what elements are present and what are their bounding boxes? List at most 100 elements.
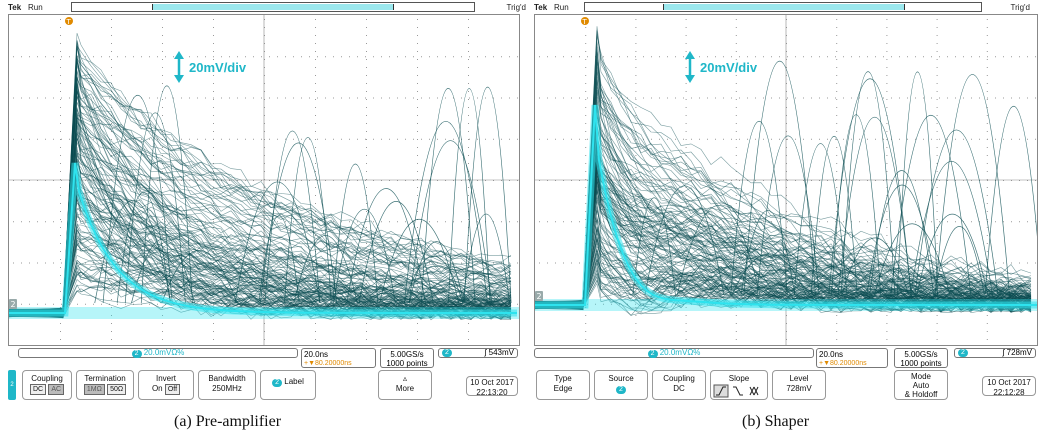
scope-panel-preamplifier: Tek Run Trig'd 2 T 20mV/div 2 20.0mVΩ% 20.…	[8, 0, 526, 437]
trigger-level-button[interactable]: Level 728mV	[772, 370, 826, 400]
trigger-source-button[interactable]: Source 2	[594, 370, 648, 400]
rising-edge-icon: ʃ	[484, 348, 487, 357]
termination-1m-option[interactable]: 1MΩ	[83, 384, 105, 395]
channel-2-ground-marker[interactable]: 2	[535, 291, 543, 301]
label-button-text: Label	[284, 377, 304, 386]
record-view-window[interactable]	[663, 4, 905, 10]
coupling-dc-option[interactable]: DC	[29, 384, 47, 395]
bandwidth-button[interactable]: Bandwidth 250MHz	[198, 370, 256, 400]
trigger-source-badge: 2	[958, 349, 968, 357]
sample-rate-value: 5.00GS/s	[904, 350, 938, 359]
status-bar: 2 20.0mVΩ% 20.0ns +▼80.20000ns 5.00GS/s …	[8, 346, 526, 368]
trigger-status: Trig'd	[1010, 3, 1030, 12]
termination-button[interactable]: Termination 1MΩ 50Ω	[76, 370, 134, 400]
arrow-down-icon	[685, 75, 695, 83]
channel-2-ground-marker[interactable]: 2	[9, 299, 17, 309]
trigger-type-button[interactable]: Type Edge	[536, 370, 590, 400]
vertical-scale-value: 20.0mV	[659, 348, 688, 357]
trigger-type-label: Type	[554, 374, 572, 383]
record-view-bar[interactable]	[584, 2, 982, 12]
svg-text:T: T	[582, 18, 588, 26]
trigger-position-marker[interactable]: T	[65, 17, 73, 26]
svg-text:2: 2	[537, 292, 542, 301]
record-view-window[interactable]	[152, 4, 394, 10]
bandwidth-value: 250MHz	[212, 384, 242, 393]
record-view-bar[interactable]	[71, 2, 475, 12]
trigger-holdoff-value: & Holdoff	[904, 390, 938, 399]
scale-annotation: 20mV/div	[685, 51, 758, 83]
bandwidth-label: Bandwidth	[208, 374, 246, 383]
time-value: 22:13:20	[476, 388, 508, 397]
invert-on-option[interactable]: On	[151, 384, 163, 393]
trigger-readout[interactable]: 2 ʃ 728mV	[954, 348, 1036, 358]
horizontal-readout[interactable]: 20.0ns +▼80.20000ns	[816, 348, 888, 368]
svg-text:T: T	[66, 18, 72, 26]
horizontal-delay-value: +▼80.20000ns	[819, 360, 867, 367]
scope-top-bar: Tek Run Trig'd	[8, 0, 526, 14]
acquisition-readout[interactable]: 5.00GS/s 1000 points	[894, 348, 948, 368]
invert-off-option[interactable]: Off	[164, 384, 181, 395]
coupling-button[interactable]: Coupling DC AC	[22, 370, 72, 400]
trigger-mode-label: Mode	[910, 372, 931, 381]
rising-edge-icon: ʃ	[1002, 348, 1005, 357]
trigger-level-value: 728mV	[1006, 348, 1032, 357]
trigger-source-badge: 2	[442, 349, 452, 357]
scale-annotation-text: 20mV/div	[189, 60, 247, 75]
more-button-text: More	[395, 384, 415, 393]
trigger-coupling-value: DC	[673, 384, 685, 393]
channel-2-badge: 2	[131, 350, 142, 358]
svg-text:2: 2	[11, 300, 16, 309]
invert-button[interactable]: Invert On Off	[138, 370, 194, 400]
arrow-up-icon	[174, 51, 184, 59]
vertical-scale-readout[interactable]: 2 20.0mVΩ%	[18, 348, 298, 358]
run-status: Run	[28, 3, 43, 12]
date-time-display: 10 Oct 2017 22:12:28	[982, 376, 1036, 397]
trigger-level-menu-value: 728mV	[786, 384, 812, 393]
vertical-scale-readout[interactable]: 2 20.0mVΩ%	[534, 348, 814, 358]
label-channel-badge: 2	[272, 379, 283, 387]
trigger-readout[interactable]: 2 ʃ 543mV	[438, 348, 518, 358]
baseline-band	[9, 307, 519, 319]
waveform-main-trace	[535, 104, 1037, 306]
vertical-scale-suffix: Ω%	[687, 348, 701, 357]
trigger-source-label: Source	[608, 374, 634, 383]
more-arrow-icon: ▵	[402, 374, 407, 383]
scope-top-bar: Tek Run Trig'd	[534, 0, 1038, 14]
trigger-mode-button[interactable]: Mode Auto & Holdoff	[894, 370, 948, 400]
arrow-down-icon	[174, 75, 184, 83]
trigger-slope-button[interactable]: Slope	[710, 370, 768, 400]
record-length-value: 1000 points	[386, 359, 428, 368]
arrow-up-icon	[685, 51, 695, 59]
trigger-slope-label: Slope	[728, 374, 750, 383]
waveform-traces	[9, 33, 512, 321]
channel-2-tab[interactable]: 2	[8, 370, 16, 400]
waveform-display[interactable]: 2 T 20mV/div	[8, 14, 520, 346]
label-button[interactable]: 2 Label	[260, 370, 316, 400]
more-button[interactable]: ▵ More	[378, 370, 432, 400]
waveform-graticule: 2 T 20mV/div	[9, 15, 519, 345]
sample-rate-value: 5.00GS/s	[390, 350, 424, 359]
trigger-level-label: Level	[789, 374, 809, 383]
trigger-position-marker[interactable]: T	[581, 17, 589, 26]
acquisition-readout[interactable]: 5.00GS/s 1000 points	[380, 348, 434, 368]
trigger-coupling-button[interactable]: Coupling DC	[652, 370, 706, 400]
coupling-ac-option[interactable]: AC	[48, 384, 65, 395]
horizontal-delay-value: +▼80.20000ns	[304, 360, 352, 367]
run-status: Run	[554, 3, 569, 12]
trigger-type-value: Edge	[553, 384, 573, 393]
status-bar: 2 20.0mVΩ% 20.0ns +▼80.20000ns 5.00GS/s …	[534, 346, 1038, 368]
waveform-display[interactable]: 2 T 20mV/div	[534, 14, 1038, 346]
termination-label: Termination	[84, 374, 126, 383]
trigger-mode-value: Auto	[912, 381, 930, 390]
horizontal-scale-value: 20.0ns	[304, 350, 329, 359]
waveform-graticule: 2 T 20mV/div	[535, 15, 1037, 345]
invert-label: Invert	[155, 374, 176, 383]
brand-logo: Tek	[8, 3, 22, 12]
date-value: 10 Oct 2017	[987, 378, 1031, 387]
vertical-menu-bar: 2 Coupling DC AC Termination 1MΩ 50Ω Inv…	[8, 370, 526, 400]
date-value: 10 Oct 2017	[470, 378, 514, 387]
termination-50-option[interactable]: 50Ω	[107, 384, 127, 395]
horizontal-readout[interactable]: 20.0ns +▼80.20000ns	[301, 348, 376, 368]
vertical-scale-value: 20.0mV	[143, 348, 172, 357]
channel-2-badge: 2	[647, 350, 658, 358]
